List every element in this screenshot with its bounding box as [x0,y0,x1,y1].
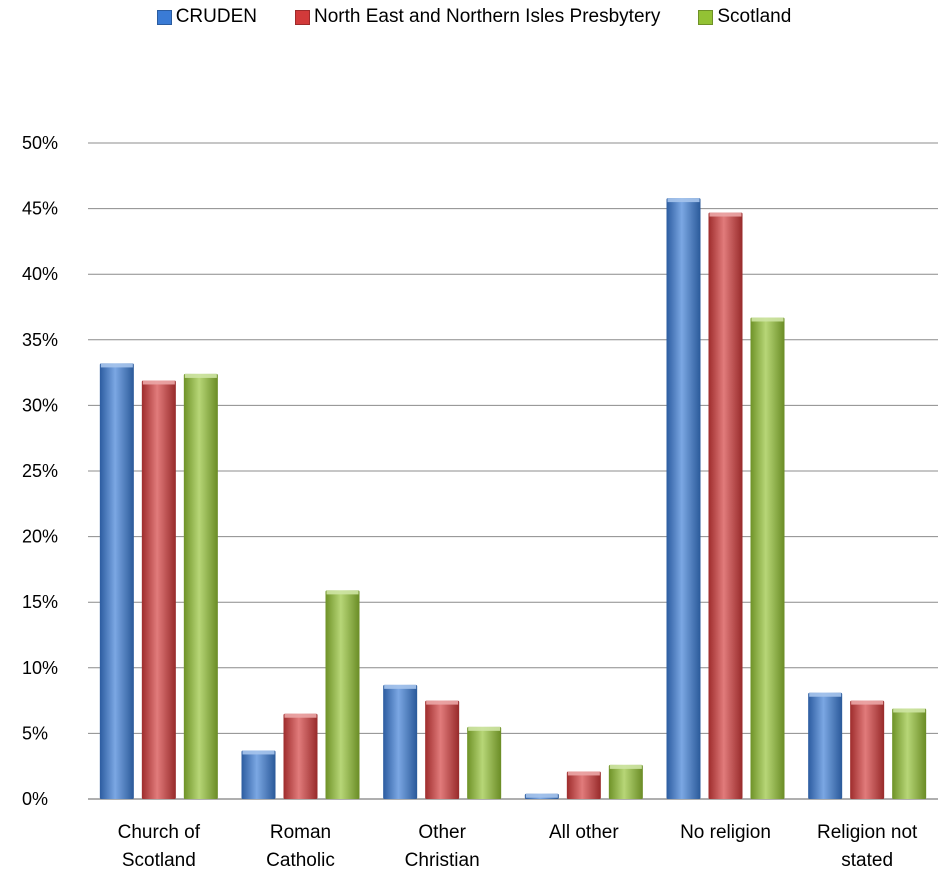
legend: CRUDEN North East and Northern Isles Pre… [0,6,948,28]
legend-label-scotland: Scotland [717,6,792,27]
legend-item-cruden: CRUDEN [156,6,257,28]
y-tick-label: 15% [22,592,58,612]
bar [808,692,843,799]
bar [99,363,134,799]
bar-top [100,363,133,368]
category-label: Religion not [817,822,918,843]
bar-top [709,212,742,217]
category-label: All other [549,822,619,843]
bar-top [468,726,501,731]
bar [383,684,418,799]
bar-top [893,708,926,713]
bar-top [667,198,700,203]
bar-top [609,764,642,769]
bar-top [326,590,359,595]
category-label: Roman [270,822,331,843]
category-label: Other [418,822,466,843]
bar [283,713,318,799]
y-tick-label: 30% [22,395,58,415]
bar [566,771,601,799]
bar [241,750,276,799]
bar [750,317,785,799]
bar [325,590,360,799]
bar-top [567,771,600,776]
bar [708,212,743,799]
bar [850,700,885,799]
y-tick-label: 5% [22,723,48,743]
category-label: Christian [405,850,480,871]
legend-swatch-cruden [156,9,172,25]
bar [467,726,502,799]
category-label: No religion [680,822,771,843]
y-tick-label: 10% [22,658,58,678]
legend-item-scotland: Scotland [698,6,791,28]
bar-top [809,692,842,697]
y-tick-label: 45% [22,199,58,219]
y-tick-label: 25% [22,461,58,481]
category-label: Catholic [266,850,335,871]
y-tick-label: 50% [22,133,58,153]
bar [141,380,176,799]
y-tick-label: 35% [22,330,58,350]
y-tick-label: 20% [22,527,58,547]
legend-swatch-scotland [698,9,714,25]
bar-top [525,793,558,798]
bar [425,700,460,799]
bar-top [184,373,217,378]
legend-item-presbytery: North East and Northern Isles Presbytery [294,6,661,28]
bar [892,708,927,799]
category-label: Church of [118,822,201,843]
bar-top [426,700,459,705]
legend-swatch-presbytery [294,9,310,25]
bar-top [384,684,417,689]
legend-label-presbytery: North East and Northern Isles Presbytery [313,6,661,27]
y-tick-label: 0% [22,789,48,809]
bar-top [751,317,784,322]
y-tick-label: 40% [22,264,58,284]
bar-top [851,700,884,705]
bar-top [284,713,317,718]
bar [666,198,701,799]
bar [183,373,218,799]
legend-label-cruden: CRUDEN [175,6,257,27]
bar-top [242,750,275,755]
bar-top [142,380,175,385]
category-label: stated [841,850,893,871]
bar [608,764,643,799]
category-label: Scotland [122,850,196,871]
